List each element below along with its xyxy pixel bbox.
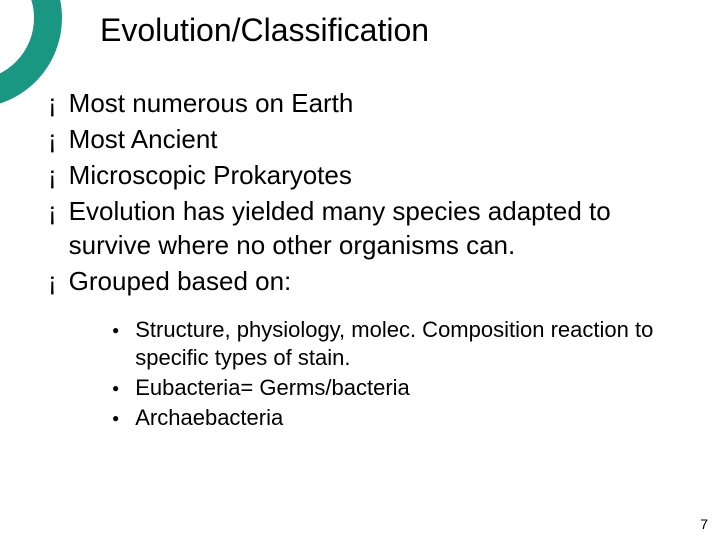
- bullet-text: Most numerous on Earth: [69, 86, 354, 120]
- slide-title: Evolution/Classification: [100, 12, 429, 49]
- list-item: ● Eubacteria= Germs/bacteria: [112, 374, 690, 402]
- bullet-text: Structure, physiology, molec. Compositio…: [135, 316, 690, 372]
- bullet-icon: ¡: [48, 194, 57, 228]
- bullet-text: Grouped based on:: [69, 264, 292, 298]
- bullet-icon: ¡: [48, 264, 57, 298]
- bullet-text: Most Ancient: [69, 122, 218, 156]
- bullet-text: Microscopic Prokaryotes: [69, 158, 352, 192]
- list-item: ¡ Microscopic Prokaryotes: [48, 158, 690, 192]
- list-item: ¡ Grouped based on:: [48, 264, 690, 298]
- bullet-icon: ●: [112, 316, 119, 344]
- sub-bullet-list: ● Structure, physiology, molec. Composit…: [112, 316, 690, 432]
- list-item: ¡ Evolution has yielded many species ada…: [48, 194, 690, 262]
- bullet-text: Archaebacteria: [135, 404, 283, 432]
- bullet-text: Eubacteria= Germs/bacteria: [135, 374, 410, 402]
- bullet-icon: ¡: [48, 86, 57, 120]
- list-item: ● Structure, physiology, molec. Composit…: [112, 316, 690, 372]
- bullet-icon: ●: [112, 404, 119, 432]
- content-area: ¡ Most numerous on Earth ¡ Most Ancient …: [48, 86, 690, 434]
- bullet-icon: ●: [112, 374, 119, 402]
- bullet-icon: ¡: [48, 122, 57, 156]
- main-bullet-list: ¡ Most numerous on Earth ¡ Most Ancient …: [48, 86, 690, 298]
- bullet-text: Evolution has yielded many species adapt…: [69, 194, 690, 262]
- list-item: ¡ Most numerous on Earth: [48, 86, 690, 120]
- title-area: Evolution/Classification: [100, 12, 429, 49]
- bullet-icon: ¡: [48, 158, 57, 192]
- list-item: ¡ Most Ancient: [48, 122, 690, 156]
- list-item: ● Archaebacteria: [112, 404, 690, 432]
- page-number: 7: [700, 516, 708, 532]
